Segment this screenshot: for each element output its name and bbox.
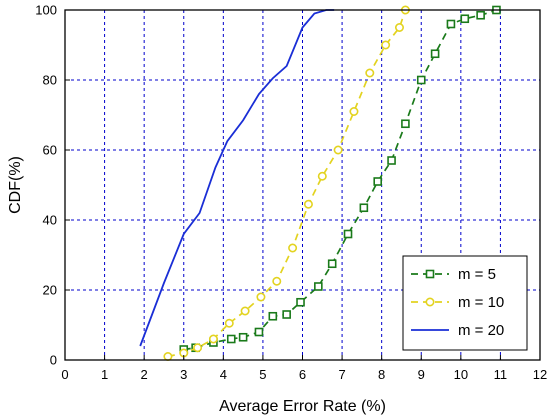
data-point xyxy=(208,334,218,344)
data-point xyxy=(303,199,313,209)
data-point xyxy=(314,282,323,291)
x-tick-label: 4 xyxy=(220,367,227,382)
data-point xyxy=(446,19,456,29)
x-tick-label: 8 xyxy=(378,367,385,382)
x-tick-label: 10 xyxy=(454,367,468,382)
series-layer xyxy=(139,5,501,361)
data-point xyxy=(327,259,337,269)
data-point xyxy=(373,177,383,186)
data-point xyxy=(343,229,353,239)
data-point xyxy=(226,334,236,344)
x-tick-label: 7 xyxy=(338,367,345,382)
data-point xyxy=(476,10,485,20)
y-tick-label: 80 xyxy=(43,73,57,88)
data-point xyxy=(394,22,404,32)
y-tick-label: 0 xyxy=(50,353,57,368)
x-tick-label: 2 xyxy=(141,367,148,382)
series-1 xyxy=(163,5,410,361)
data-point xyxy=(224,318,234,328)
data-point xyxy=(430,49,440,59)
data-point xyxy=(193,343,203,353)
data-point xyxy=(272,276,282,286)
data-point xyxy=(238,332,248,342)
x-tick-label: 1 xyxy=(101,367,108,382)
x-tick-label: 11 xyxy=(494,367,508,382)
y-tick-label: 100 xyxy=(35,3,57,18)
x-tick-label: 6 xyxy=(299,367,306,382)
x-tick-label: 3 xyxy=(180,367,187,382)
data-point xyxy=(365,68,375,78)
legend-box xyxy=(402,255,528,351)
y-tick-label: 60 xyxy=(43,143,57,158)
series-line xyxy=(183,9,497,351)
data-point xyxy=(256,292,266,302)
data-point xyxy=(317,171,327,181)
data-point xyxy=(254,327,264,337)
data-point xyxy=(381,40,391,50)
legend-marker xyxy=(425,269,435,279)
legend-label: m = 20 xyxy=(458,322,504,339)
data-point xyxy=(288,243,298,253)
data-point xyxy=(268,311,278,321)
data-point xyxy=(349,107,359,117)
x-axis-label: Average Error Rate (%) xyxy=(219,398,386,415)
legend-label: m = 10 xyxy=(458,294,504,311)
data-point xyxy=(163,351,173,361)
data-point xyxy=(282,310,291,319)
y-tick-label: 20 xyxy=(43,283,57,298)
y-axis-label: CDF(%) xyxy=(7,156,24,214)
data-point xyxy=(296,297,305,307)
series-line xyxy=(139,9,335,347)
data-point xyxy=(240,306,250,316)
data-point xyxy=(460,14,470,24)
data-point xyxy=(401,119,410,129)
legend-marker xyxy=(425,297,435,307)
x-tick-label: 12 xyxy=(533,367,547,382)
legend-label: m = 5 xyxy=(458,266,496,283)
series-2 xyxy=(139,9,335,347)
y-tick-label: 40 xyxy=(43,213,57,228)
data-point xyxy=(359,203,369,213)
data-point xyxy=(333,145,343,155)
data-point xyxy=(416,75,426,85)
x-tick-label: 0 xyxy=(61,367,68,382)
legend: m = 5 m = 10 m = 20 xyxy=(402,255,528,351)
x-tick-label: 5 xyxy=(259,367,266,382)
x-tick-label: 9 xyxy=(418,367,425,382)
data-point xyxy=(387,156,396,165)
